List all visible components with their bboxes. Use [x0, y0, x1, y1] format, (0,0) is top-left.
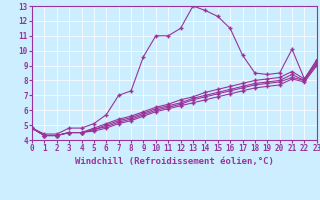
- X-axis label: Windchill (Refroidissement éolien,°C): Windchill (Refroidissement éolien,°C): [75, 157, 274, 166]
